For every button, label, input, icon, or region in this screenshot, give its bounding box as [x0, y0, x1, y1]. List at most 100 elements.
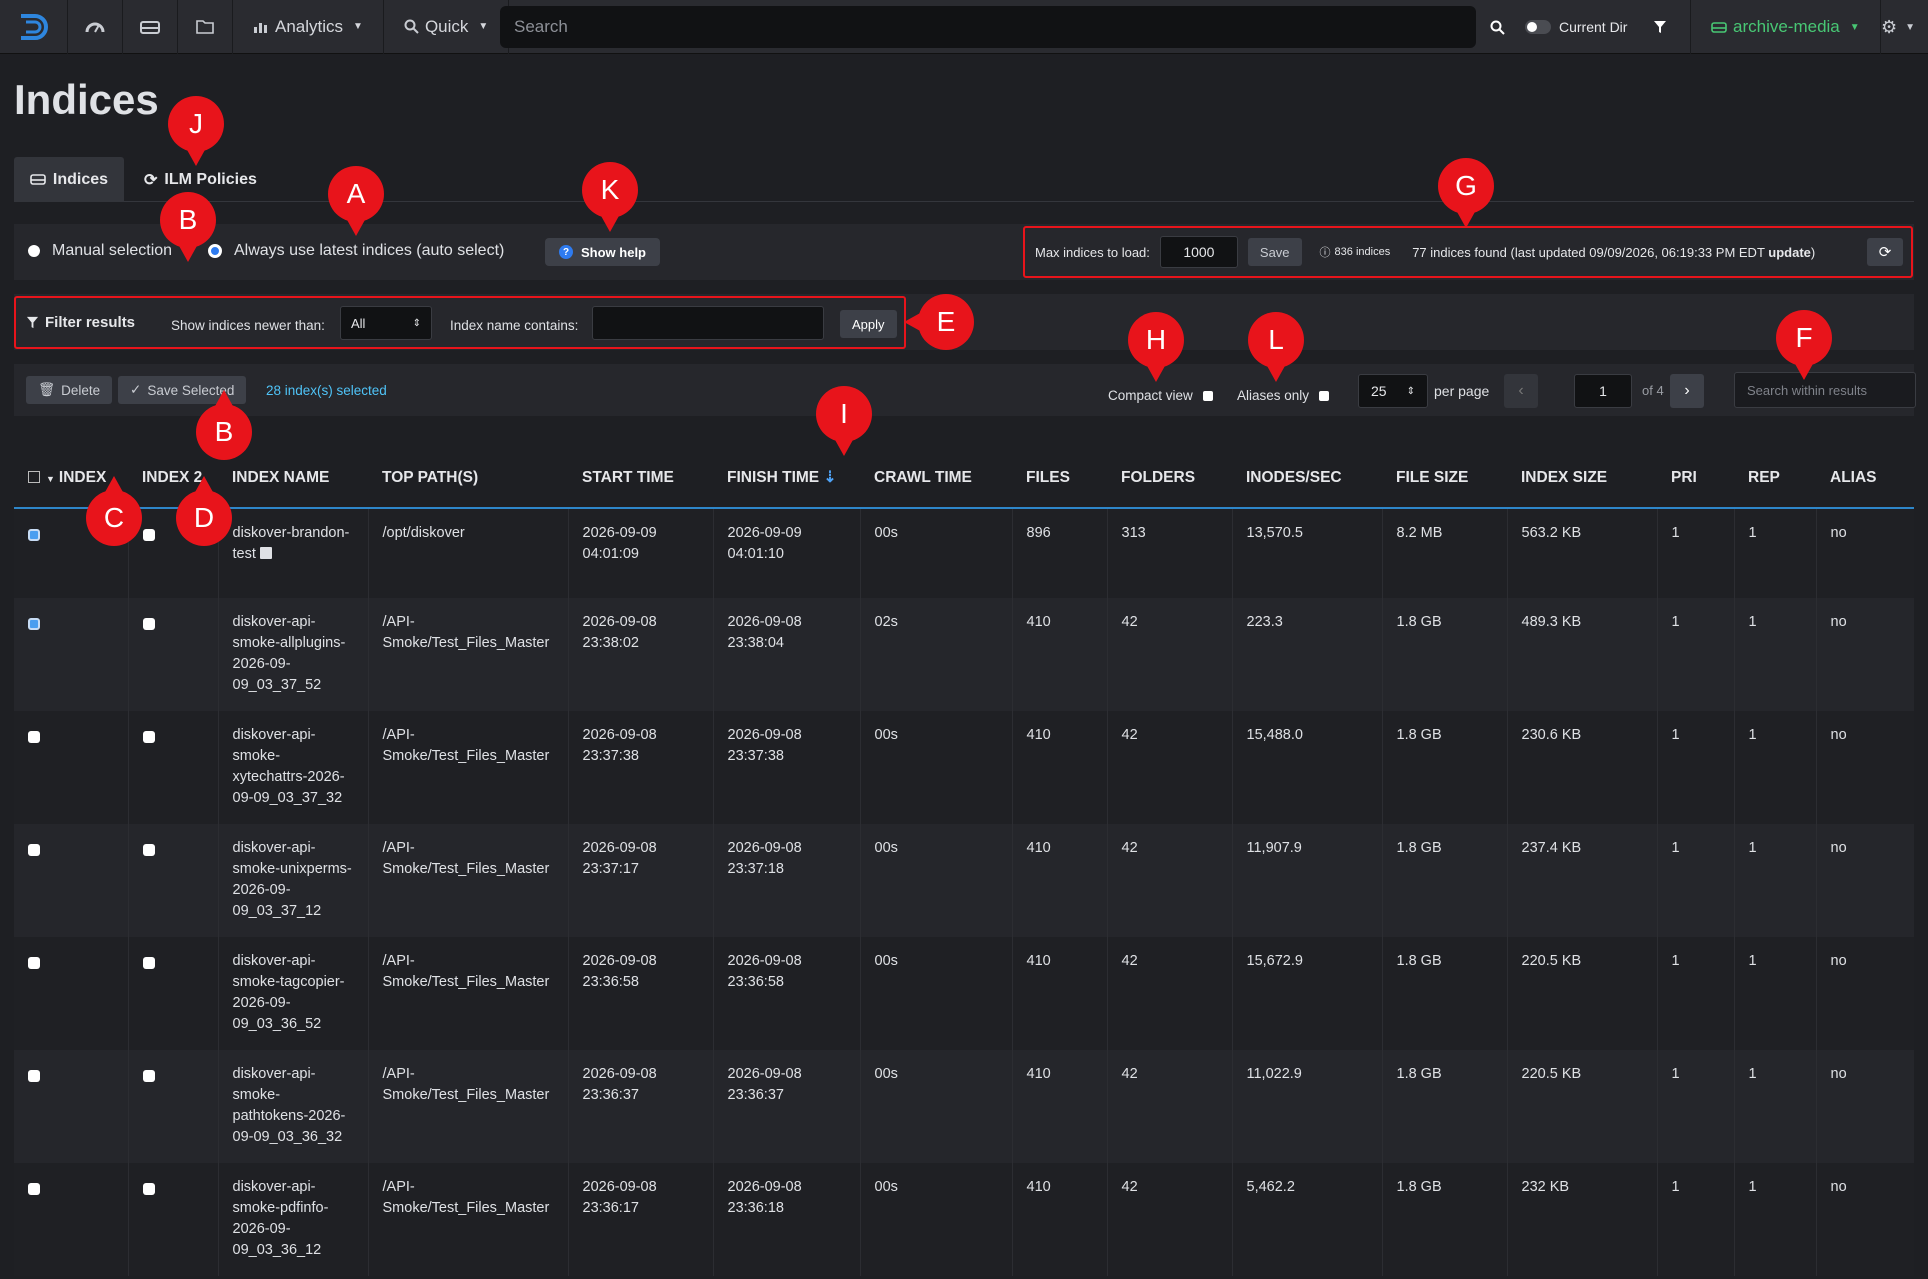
header-folders[interactable]: FOLDERS — [1107, 448, 1232, 509]
filter-title-text: Filter results — [45, 314, 136, 331]
header-pri[interactable]: PRI — [1657, 448, 1734, 509]
delete-button[interactable]: 🗑 Delete — [26, 376, 113, 404]
update-link[interactable]: update — [1768, 244, 1811, 260]
cell-index-name: diskover-api-smoke-allplugins-2026-09-09… — [217, 598, 368, 711]
gear-icon: ⚙ — [1880, 16, 1898, 37]
index2-checkbox[interactable] — [142, 618, 155, 630]
index2-checkbox[interactable] — [142, 844, 155, 856]
index2-checkbox[interactable] — [142, 1070, 155, 1082]
finish-time-value: 2026-09-08 23:37:38 — [727, 727, 802, 764]
inodes-sec-value: 15,672.9 — [1246, 953, 1303, 969]
cell-alias: no — [1815, 711, 1914, 824]
refresh-icon: ⟳ — [1878, 244, 1892, 261]
quick-label: Quick — [424, 16, 469, 36]
cell-index-size: 232 KB — [1506, 1163, 1657, 1276]
top-path-value: /API-Smoke/Test_Files_Master — [382, 840, 550, 877]
analytics-menu[interactable]: Analytics ▼ — [233, 0, 384, 54]
compact-view-toggle[interactable]: Compact view — [1108, 388, 1213, 403]
save-max-button[interactable]: Save — [1247, 238, 1302, 266]
folders-value: 42 — [1121, 840, 1138, 856]
next-page-button[interactable]: › — [1670, 374, 1704, 408]
filter-icon[interactable] — [1653, 20, 1667, 34]
cell-pri: 1 — [1656, 1163, 1734, 1276]
per-page-select[interactable]: 25 ⇕ — [1358, 374, 1428, 408]
folder-icon[interactable] — [178, 0, 233, 54]
index2-checkbox[interactable] — [142, 529, 155, 541]
header-files[interactable]: FILES — [1012, 448, 1107, 509]
index-checkbox[interactable] — [28, 844, 40, 856]
search-icon — [404, 19, 419, 34]
page-of-label: of 4 — [1642, 383, 1664, 398]
aliases-only-checkbox[interactable] — [1319, 390, 1330, 401]
select-all-icon[interactable] — [28, 470, 40, 483]
table-row[interactable]: diskover-api-smoke-xytechattrs-2026-09-0… — [14, 711, 1914, 824]
tab-indices[interactable]: Indices — [14, 157, 124, 202]
manual-selection-radio[interactable]: Manual selection — [28, 242, 172, 260]
name-contains-input[interactable] — [592, 306, 824, 340]
index-size-value: 220.5 KB — [1521, 953, 1582, 969]
prev-page-button[interactable]: ‹ — [1504, 374, 1538, 408]
header-alias[interactable]: ALIAS — [1816, 448, 1914, 509]
pri-value: 1 — [1671, 614, 1680, 630]
index-name-value: diskover-api-smoke-xytechattrs-2026-09-0… — [232, 727, 345, 806]
tab-bar: Indices ⟳ ILM Policies — [14, 157, 1914, 202]
max-indices-input[interactable]: 1000 — [1159, 236, 1238, 268]
newer-than-select[interactable]: All ⇕ — [340, 306, 432, 340]
header-start-time[interactable]: START TIME — [568, 448, 713, 509]
table-row[interactable]: diskover-api-smoke-pdfinfo-2026-09-09_03… — [14, 1163, 1914, 1276]
rep-value: 1 — [1748, 525, 1757, 541]
cell-files: 410 — [1011, 824, 1107, 937]
search-icon[interactable] — [1490, 20, 1505, 35]
page-number-input[interactable]: 1 — [1574, 374, 1632, 408]
index-checkbox[interactable] — [28, 529, 40, 541]
radio-button-selected — [208, 244, 222, 258]
header-index-name[interactable]: INDEX NAME — [218, 448, 368, 509]
cell-folders: 42 — [1106, 711, 1232, 824]
index-checkbox[interactable] — [28, 1070, 40, 1082]
rep-value: 1 — [1748, 1179, 1757, 1195]
table-row[interactable]: diskover-api-smoke-pathtokens-2026-09-09… — [14, 1050, 1914, 1163]
index2-checkbox[interactable] — [142, 957, 155, 969]
header-crawl-time[interactable]: CRAWL TIME — [860, 448, 1012, 509]
header-inodes-sec[interactable]: INODES/SEC — [1232, 448, 1382, 509]
storage-icon[interactable] — [123, 0, 178, 54]
index-checkbox[interactable] — [28, 618, 40, 630]
table-row[interactable]: diskover-brandon-test/opt/diskover 2026-0… — [14, 508, 1914, 598]
refresh-button[interactable]: ⟳ — [1867, 238, 1903, 266]
table-row[interactable]: diskover-api-smoke-allplugins-2026-09-09… — [14, 598, 1914, 711]
header-file-size[interactable]: FILE SIZE — [1382, 448, 1507, 509]
indices-table: ▼ INDEX INDEX 2 INDEX NAME TOP PATH(S) ST… — [14, 448, 1914, 1279]
header-index-size[interactable]: INDEX SIZE — [1507, 448, 1657, 509]
index-checkbox[interactable] — [28, 731, 40, 743]
settings-menu[interactable]: ⚙ ▼ — [1868, 0, 1928, 54]
header-top-paths[interactable]: TOP PATH(S) — [368, 448, 568, 509]
header-rep[interactable]: REP — [1734, 448, 1816, 509]
diskover-logo[interactable] — [0, 0, 68, 54]
tab-ilm-policies[interactable]: ⟳ ILM Policies — [144, 157, 257, 202]
index2-checkbox[interactable] — [142, 731, 155, 743]
search-within-input[interactable]: Search within results — [1734, 372, 1916, 408]
current-dir-toggle[interactable] — [1525, 20, 1551, 34]
compact-view-checkbox[interactable] — [1202, 390, 1213, 401]
index-checkbox[interactable] — [28, 957, 40, 969]
index-selector[interactable]: archive-media ▼ — [1690, 0, 1881, 54]
aliases-only-toggle[interactable]: Aliases only — [1237, 388, 1330, 403]
dashboard-icon[interactable] — [68, 0, 123, 54]
show-help-button[interactable]: ? Show help — [545, 238, 660, 266]
index-size-value: 563.2 KB — [1521, 525, 1582, 541]
index2-select-cell — [127, 711, 218, 824]
quick-menu[interactable]: Quick ▼ — [384, 0, 510, 54]
header-finish-time[interactable]: FINISH TIME ⇣ — [713, 448, 860, 509]
index2-checkbox[interactable] — [142, 1183, 155, 1195]
cell-rep: 1 — [1733, 1163, 1816, 1276]
logo-icon — [20, 13, 48, 40]
global-search-input[interactable]: Search — [500, 6, 1476, 48]
index-checkbox[interactable] — [28, 1183, 40, 1195]
index-name-value: diskover-api-smoke-tagcopier-2026-09-09_… — [232, 953, 345, 1032]
cell-folders: 42 — [1106, 824, 1232, 937]
table-row[interactable]: diskover-api-smoke-unixperms-2026-09-09_… — [14, 824, 1914, 937]
apply-button[interactable]: Apply — [840, 310, 897, 338]
cell-top-path: /API-Smoke/Test_Files_Master — [367, 1050, 568, 1163]
table-row[interactable]: diskover-api-smoke-tagcopier-2026-09-09_… — [14, 937, 1914, 1050]
auto-select-radio[interactable]: Always use latest indices (auto select) — [208, 242, 504, 260]
